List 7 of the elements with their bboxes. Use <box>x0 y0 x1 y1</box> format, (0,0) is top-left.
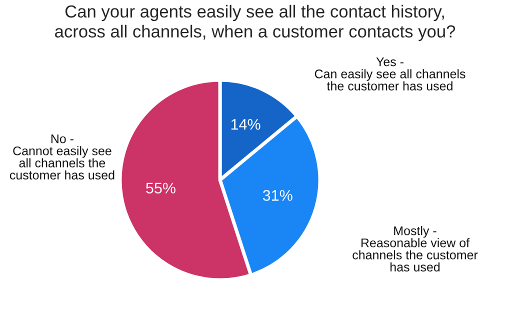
data-label: 14% <box>231 119 260 130</box>
slice-label: No - Cannot easily see all channels the customer has used <box>10 134 114 180</box>
data-label: 31% <box>262 190 292 201</box>
chart-title: Can your agents easily see all the contact history, across all channels, when a customer contacts you? <box>55 4 456 42</box>
slice-label: Mostly - Reasonable view of channels the customer has used <box>352 226 478 272</box>
data-label: 55% <box>146 182 176 194</box>
slice-label: Yes - Can easily see all channels the customer has used <box>314 58 466 90</box>
